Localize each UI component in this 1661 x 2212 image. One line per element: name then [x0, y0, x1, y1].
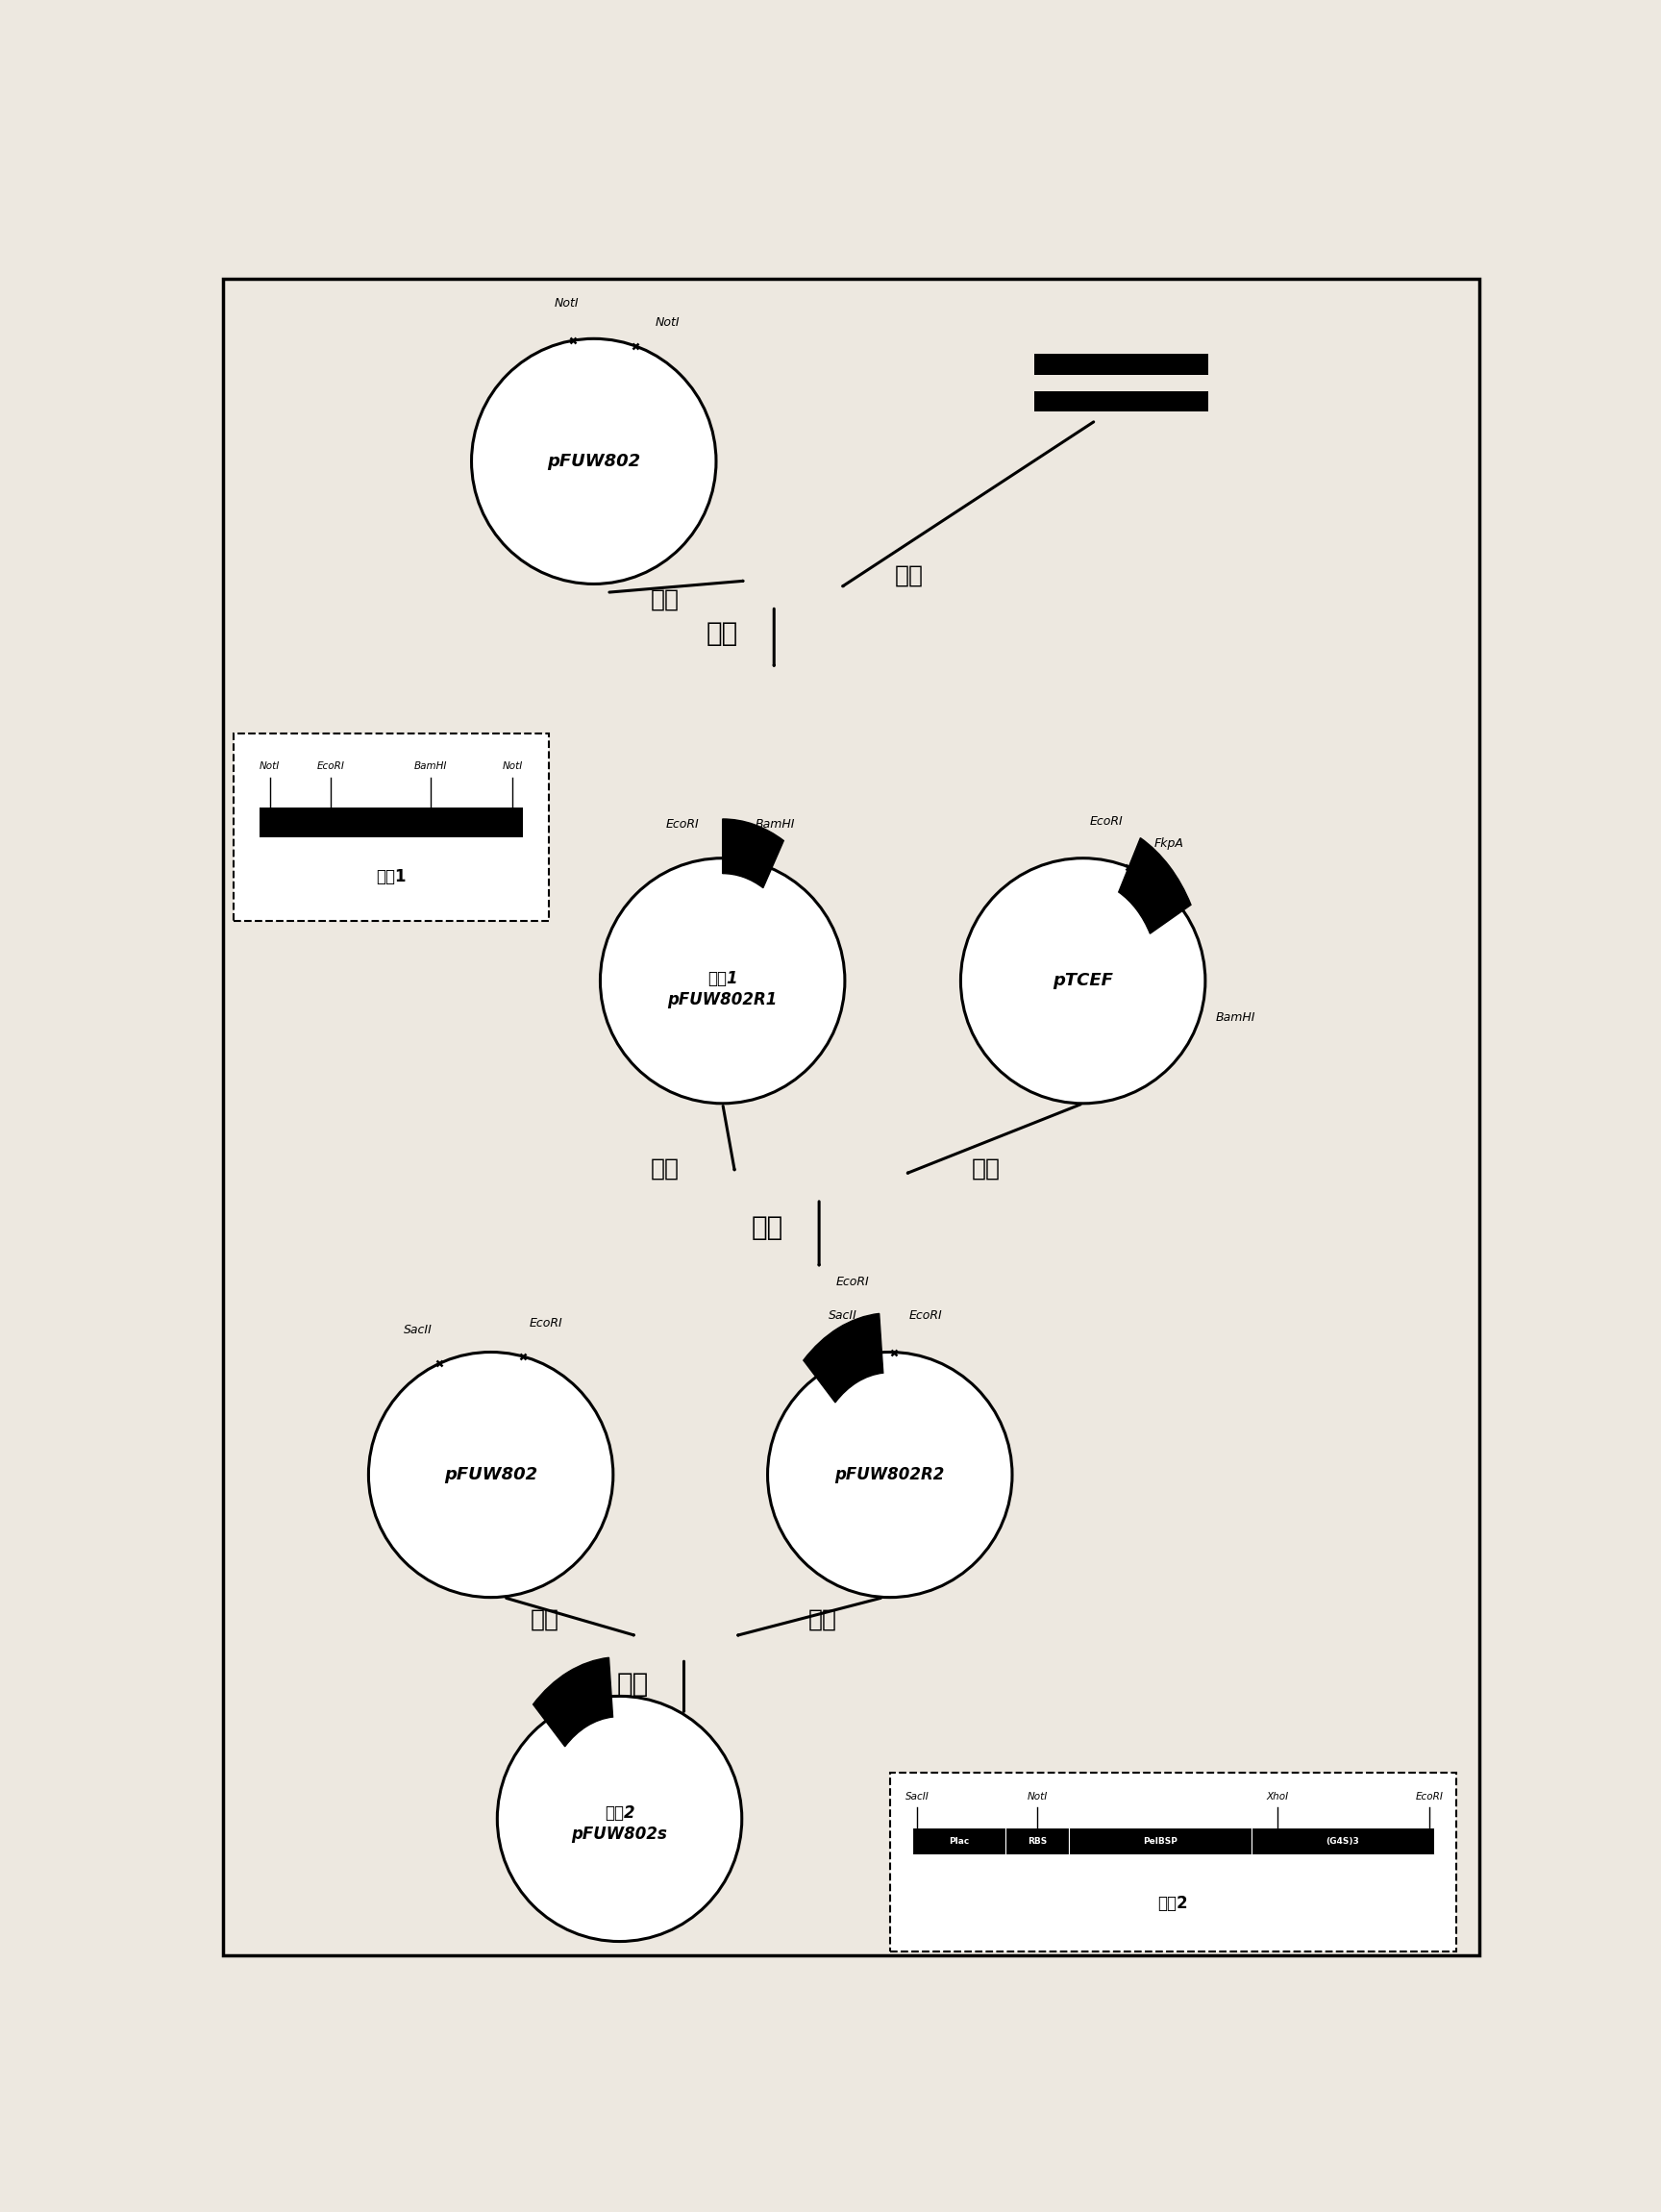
Text: 酶切: 酶切: [649, 588, 679, 611]
Text: RBS: RBS: [1028, 1836, 1046, 1845]
Ellipse shape: [369, 1352, 613, 1597]
Text: 酶切: 酶切: [972, 1157, 1002, 1179]
Bar: [1035, 392, 1209, 411]
Text: NotI: NotI: [1026, 1792, 1048, 1803]
Text: PelBSP: PelBSP: [1143, 1836, 1178, 1845]
Text: NotI: NotI: [654, 316, 679, 330]
Bar: [912, 1827, 1007, 1854]
Text: pFUW802: pFUW802: [443, 1467, 538, 1484]
Bar: [1068, 1827, 1251, 1854]
Text: NotI: NotI: [502, 761, 523, 772]
Bar: [259, 807, 523, 838]
Ellipse shape: [497, 1697, 742, 1942]
Text: (G4S)3: (G4S)3: [1325, 1836, 1360, 1845]
Wedge shape: [1118, 838, 1191, 933]
Bar: [1035, 354, 1209, 374]
Text: FkpA: FkpA: [1154, 836, 1183, 849]
Text: NotI: NotI: [553, 296, 578, 310]
Text: EcoRI: EcoRI: [835, 1276, 869, 1287]
Text: 连接: 连接: [752, 1214, 784, 1241]
Text: Plac: Plac: [948, 1836, 968, 1845]
Text: NotI: NotI: [259, 761, 281, 772]
Text: EcoRI: EcoRI: [909, 1310, 942, 1321]
Text: SacII: SacII: [829, 1310, 857, 1321]
FancyBboxPatch shape: [233, 734, 548, 920]
Text: 连接: 连接: [706, 619, 739, 646]
Text: BamHI: BamHI: [1216, 1011, 1256, 1024]
Text: EcoRI: EcoRI: [1415, 1792, 1443, 1803]
Text: pFUW802: pFUW802: [546, 453, 641, 469]
Text: 酶切: 酶切: [530, 1608, 560, 1630]
Bar: [1007, 1827, 1068, 1854]
Wedge shape: [723, 818, 784, 887]
Text: EcoRI: EcoRI: [666, 818, 699, 832]
Text: 酶切: 酶切: [649, 1157, 679, 1179]
Ellipse shape: [472, 338, 716, 584]
Text: pTCEF: pTCEF: [1053, 971, 1113, 989]
Text: 酶切: 酶切: [809, 1608, 837, 1630]
Ellipse shape: [767, 1352, 1012, 1597]
Text: SacII: SacII: [905, 1792, 928, 1803]
Bar: [1251, 1827, 1435, 1854]
Wedge shape: [533, 1657, 613, 1747]
Text: 片段1
pFUW802R1: 片段1 pFUW802R1: [668, 971, 777, 1009]
Text: BamHI: BamHI: [414, 761, 447, 772]
Text: 连接: 连接: [616, 1670, 648, 1697]
Text: SacII: SacII: [404, 1323, 434, 1336]
Text: EcoRI: EcoRI: [1090, 814, 1123, 827]
Ellipse shape: [600, 858, 845, 1104]
FancyBboxPatch shape: [890, 1772, 1457, 1951]
Text: pFUW802R2: pFUW802R2: [835, 1467, 945, 1484]
Text: BamHI: BamHI: [754, 818, 794, 832]
Text: EcoRI: EcoRI: [317, 761, 344, 772]
Text: 退火: 退火: [895, 564, 924, 586]
Ellipse shape: [960, 858, 1206, 1104]
Text: 片段2: 片段2: [1158, 1896, 1188, 1913]
Wedge shape: [804, 1314, 884, 1402]
Text: 片段1: 片段1: [375, 867, 407, 885]
Text: XhoI: XhoI: [1266, 1792, 1289, 1803]
Text: EcoRI: EcoRI: [528, 1316, 563, 1329]
Text: 片段2
pFUW802s: 片段2 pFUW802s: [571, 1805, 668, 1843]
